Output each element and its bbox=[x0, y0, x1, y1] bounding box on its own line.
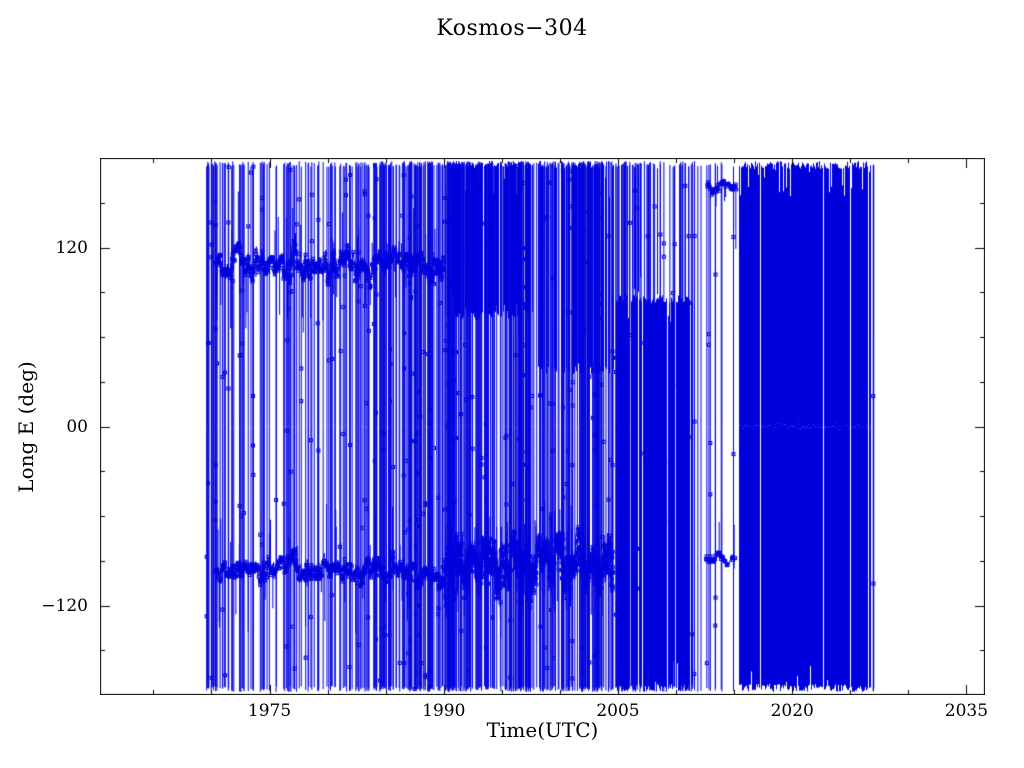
y-tick-label: 120 bbox=[55, 237, 88, 258]
y-tick-label: −120 bbox=[41, 595, 88, 616]
x-tick-label: 2035 bbox=[944, 701, 989, 721]
plot-area bbox=[100, 158, 985, 695]
x-tick-label: 1975 bbox=[247, 701, 292, 721]
chart-title: Kosmos−304 bbox=[436, 16, 588, 41]
x-tick-label: 2020 bbox=[770, 701, 814, 721]
x-tick-label: 1990 bbox=[422, 701, 466, 721]
plot-canvas bbox=[100, 158, 985, 695]
x-tick-label: 2005 bbox=[596, 701, 640, 721]
x-axis-title: Time(UTC) bbox=[486, 718, 599, 742]
y-tick-label: 00 bbox=[66, 416, 88, 437]
